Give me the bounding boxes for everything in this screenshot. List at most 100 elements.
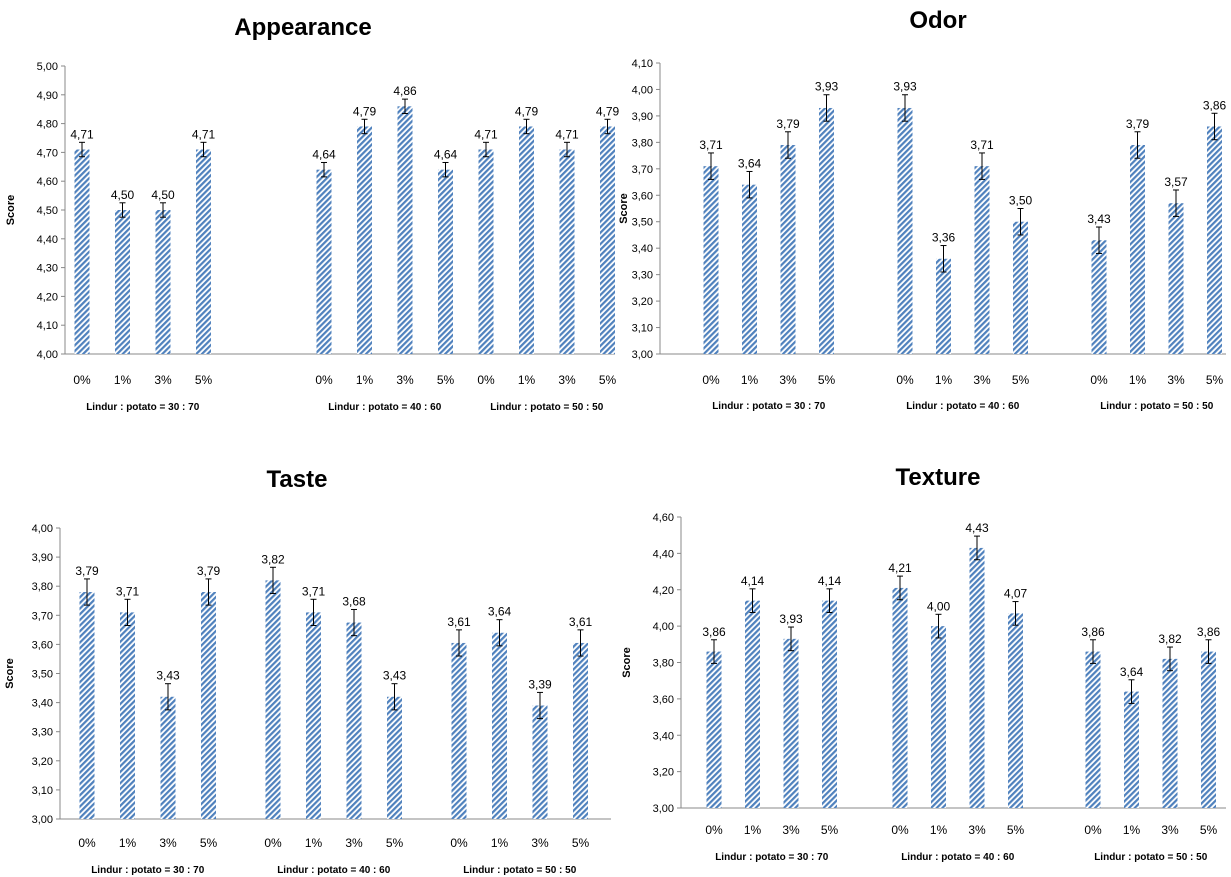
data-label: 4,71 (474, 127, 498, 141)
y-tick-label: 4,10 (37, 320, 58, 332)
x-category-label: 3% (1161, 823, 1179, 837)
y-tick-label: 3,00 (653, 803, 674, 815)
data-label: 4,14 (818, 574, 842, 588)
bar-texture-group2-0pct (892, 587, 908, 808)
y-tick-label: 3,00 (32, 814, 53, 826)
x-category-label: 3% (968, 823, 986, 837)
bar-odor-group2-3pct (974, 166, 990, 354)
x-category-label: 3% (531, 836, 549, 850)
x-category-label: 0% (78, 836, 96, 850)
data-label: 4,79 (515, 104, 539, 118)
chart-panel-texture: Texture Score 3,00 3,20 3,40 3,60 3,80 4,00 4,20… (615, 455, 1231, 877)
chart-panel-appearance: Appearance Score 4,00 4,10 4,20 4,30 4,40 4,50 4… (0, 0, 620, 430)
data-label: 3,79 (776, 117, 800, 131)
data-label: 3,79 (75, 564, 99, 578)
chart-title: Texture (896, 464, 981, 491)
y-tick-label: 4,60 (37, 176, 58, 188)
x-category-label: 5% (195, 373, 213, 387)
data-label: 4,07 (1004, 587, 1028, 601)
bar-texture-group1-1pct (745, 600, 760, 808)
bar-odor-group3-1pct (1130, 145, 1145, 354)
data-label: 3,82 (1158, 632, 1182, 646)
data-label: 4,43 (965, 521, 989, 535)
bar-taste-group1-5pct (201, 592, 216, 819)
y-tick-label: 3,70 (32, 610, 53, 622)
x-category-label: 1% (935, 373, 953, 387)
x-category-label: 5% (1007, 823, 1025, 837)
bar-appearance-group2-3pct (397, 106, 413, 354)
data-label: 3,43 (156, 669, 180, 683)
x-category-label: 0% (702, 373, 720, 387)
bar-appearance-group1-5pct (196, 149, 211, 354)
bar-appearance-group3-1pct (519, 126, 534, 354)
x-group-label: Lindur : potato = 50 : 50 (1094, 852, 1208, 863)
x-group-label: Lindur : potato = 30 : 70 (91, 865, 205, 876)
chart-texture: Texture Score 3,00 3,20 3,40 3,60 3,80 4,00 4,20… (621, 464, 1226, 863)
y-tick-label: 3,10 (632, 323, 653, 335)
data-label: 3,86 (1197, 625, 1221, 639)
data-label: 4,71 (70, 127, 94, 141)
x-category-label: 5% (818, 373, 836, 387)
bar-odor-group2-1pct (936, 258, 951, 354)
data-label: 4,64 (434, 147, 458, 161)
y-tick-label: 4,90 (37, 90, 58, 102)
y-axis-label: Score (4, 658, 16, 689)
chart-title: Odor (909, 7, 966, 34)
x-category-label: 5% (572, 836, 590, 850)
bar-texture-group1-3pct (783, 638, 799, 808)
data-label: 3,64 (738, 156, 762, 170)
y-tick-label: 5,00 (37, 61, 58, 73)
bar-appearance-group2-1pct (357, 126, 372, 354)
y-tick-label: 3,10 (32, 785, 53, 797)
x-group-label: Lindur : potato = 30 : 70 (86, 402, 200, 413)
x-group-label: Lindur : potato = 50 : 50 (463, 865, 577, 876)
data-label: 3,71 (116, 584, 140, 598)
y-tick-label: 3,70 (632, 164, 653, 176)
bar-taste-group3-5pct (573, 642, 588, 819)
x-category-label: 3% (159, 836, 177, 850)
x-category-label: 5% (386, 836, 404, 850)
y-tick-label: 4,50 (37, 205, 58, 217)
data-label: 3,68 (342, 594, 366, 608)
y-tick-label: 3,40 (653, 730, 674, 742)
bar-taste-group1-0pct (79, 592, 95, 819)
y-tick-label: 4,00 (37, 349, 58, 361)
chart-odor: Odor Score 3,00 3,10 3,20 3,30 3,40 3,50 3,60 3,7… (618, 7, 1227, 412)
bar-appearance-group3-0pct (478, 149, 494, 354)
bar-texture-group2-5pct (1008, 613, 1023, 808)
bar-texture-group1-0pct (706, 651, 722, 808)
y-tick-label: 4,30 (37, 263, 58, 275)
data-label: 4,71 (192, 127, 216, 141)
data-label: 3,43 (1087, 212, 1111, 226)
x-category-label: 0% (705, 823, 723, 837)
y-tick-label: 4,40 (37, 234, 58, 246)
bar-taste-group3-3pct (532, 705, 548, 819)
y-tick-label: 3,80 (632, 137, 653, 149)
x-category-label: 5% (1206, 373, 1224, 387)
x-category-label: 1% (518, 373, 536, 387)
bar-taste-group2-1pct (306, 612, 321, 819)
x-category-label: 0% (891, 823, 909, 837)
bar-appearance-group1-0pct (74, 149, 90, 354)
data-label: 3,64 (1120, 665, 1144, 679)
x-group-label: Lindur : potato = 50 : 50 (490, 402, 604, 413)
bar-taste-group2-5pct (387, 696, 402, 819)
x-category-label: 1% (356, 373, 374, 387)
y-tick-label: 3,00 (632, 349, 653, 361)
data-label: 4,14 (741, 574, 765, 588)
y-tick-label: 4,60 (653, 512, 674, 524)
data-label: 3,36 (932, 231, 956, 245)
x-category-label: 5% (1200, 823, 1218, 837)
y-tick-label: 3,60 (653, 694, 674, 706)
x-category-label: 3% (973, 373, 991, 387)
data-label: 3,82 (261, 552, 285, 566)
y-tick-label: 4,20 (653, 585, 674, 597)
x-group-label: Lindur : potato = 40 : 60 (901, 852, 1015, 863)
data-label: 4,21 (888, 561, 912, 575)
bar-appearance-group1-1pct (115, 210, 130, 354)
x-category-label: 0% (450, 836, 468, 850)
data-label: 3,86 (1203, 98, 1227, 112)
y-tick-label: 3,40 (632, 243, 653, 255)
x-category-label: 5% (200, 836, 218, 850)
y-tick-label: 4,10 (632, 58, 653, 70)
